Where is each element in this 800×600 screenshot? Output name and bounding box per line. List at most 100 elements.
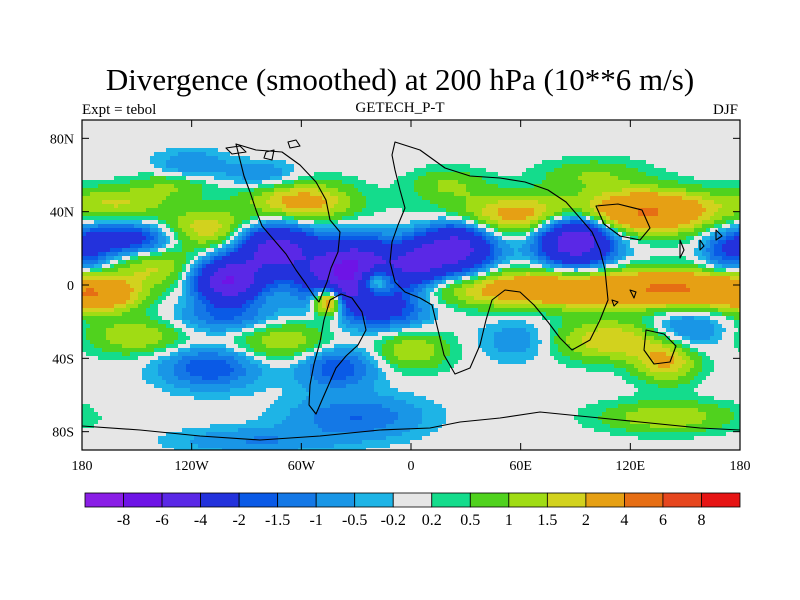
field-cell [410, 128, 414, 132]
field-cell [438, 208, 442, 212]
field-cell [610, 216, 614, 220]
field-cell [318, 220, 322, 224]
field-cell [502, 224, 506, 228]
field-cell [490, 128, 494, 132]
field-cell [478, 232, 482, 236]
field-cell [678, 228, 682, 232]
field-cell [214, 196, 218, 200]
field-cell [714, 132, 718, 136]
field-cell [286, 216, 290, 220]
field-cell [538, 216, 542, 220]
field-cell [454, 180, 458, 184]
field-cell [678, 216, 682, 220]
field-cell [398, 228, 402, 232]
field-cell [138, 200, 142, 204]
field-cell [418, 132, 422, 136]
field-cell [730, 192, 734, 196]
field-cell [658, 184, 662, 188]
field-cell [198, 208, 202, 212]
field-cell [230, 160, 234, 164]
field-cell [718, 160, 722, 164]
field-cell [530, 128, 534, 132]
field-cell [390, 220, 394, 224]
field-cell [446, 136, 450, 140]
field-cell [738, 228, 740, 232]
field-cell [90, 152, 94, 156]
field-cell [434, 124, 438, 128]
field-cell [590, 212, 594, 216]
field-cell [202, 240, 206, 244]
field-cell [342, 180, 346, 184]
field-cell [354, 216, 358, 220]
field-cell [438, 192, 442, 196]
field-cell [150, 140, 154, 144]
field-cell [382, 196, 386, 200]
field-cell [174, 228, 178, 232]
field-cell [522, 184, 526, 188]
field-cell [522, 220, 526, 224]
field-cell [534, 180, 538, 184]
field-cell [122, 232, 126, 236]
field-cell [378, 192, 382, 196]
field-cell [226, 184, 230, 188]
field-cell [206, 172, 210, 176]
field-cell [642, 204, 646, 208]
field-cell [94, 152, 98, 156]
field-cell [466, 160, 470, 164]
field-cell [110, 120, 114, 124]
field-cell [538, 128, 542, 132]
field-cell [166, 152, 170, 156]
field-cell [722, 172, 726, 176]
field-cell [202, 168, 206, 172]
field-cell [298, 216, 302, 220]
field-cell [618, 216, 622, 220]
field-cell [430, 224, 434, 228]
field-cell [686, 132, 690, 136]
field-cell [310, 180, 314, 184]
field-cell [638, 120, 642, 124]
field-cell [606, 192, 610, 196]
field-cell [686, 144, 690, 148]
field-cell [442, 216, 446, 220]
field-cell [514, 180, 518, 184]
field-cell [690, 216, 694, 220]
field-cell [654, 228, 658, 232]
field-cell [118, 236, 122, 240]
field-cell [266, 212, 270, 216]
field-cell [414, 172, 418, 176]
field-cell [314, 208, 318, 212]
field-cell [574, 136, 578, 140]
field-cell [190, 160, 194, 164]
field-cell [214, 232, 218, 236]
field-cell [602, 224, 606, 228]
field-cell [314, 204, 318, 208]
field-cell [662, 188, 666, 192]
field-cell [94, 172, 98, 176]
field-cell [210, 224, 214, 228]
field-cell [590, 200, 594, 204]
field-cell [174, 132, 178, 136]
field-cell [718, 156, 722, 160]
field-cell [206, 180, 210, 184]
field-cell [230, 176, 234, 180]
field-cell [690, 160, 694, 164]
field-cell [498, 140, 502, 144]
field-cell [194, 132, 198, 136]
field-cell [498, 180, 502, 184]
field-cell [134, 188, 138, 192]
field-cell [226, 172, 230, 176]
field-cell [94, 132, 98, 136]
field-cell [514, 156, 518, 160]
field-cell [714, 184, 718, 188]
field-cell [430, 144, 434, 148]
field-cell [346, 208, 350, 212]
field-cell [122, 148, 126, 152]
field-cell [658, 236, 662, 240]
field-cell [158, 196, 162, 200]
field-cell [602, 172, 606, 176]
field-cell [138, 224, 142, 228]
field-cell [430, 220, 434, 224]
field-cell [422, 164, 426, 168]
field-cell [310, 184, 314, 188]
field-cell [714, 136, 718, 140]
